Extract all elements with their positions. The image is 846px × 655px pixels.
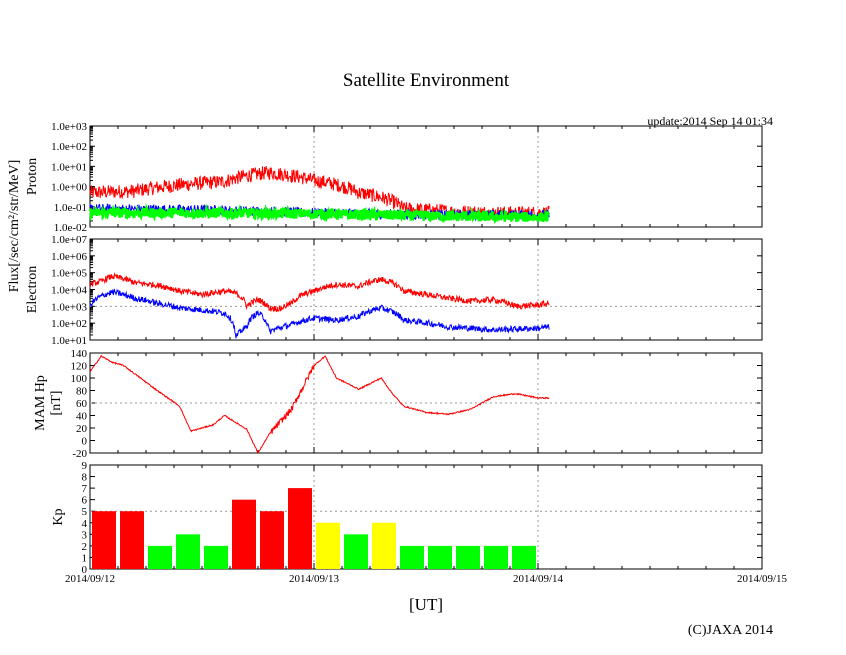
flux-axis-label: Flux[/sec/cm²/str/MeV]	[7, 160, 22, 293]
y-tick-label-kp: 1	[82, 552, 88, 564]
kp-bar	[148, 545, 172, 569]
y-tick-label-hp: 80	[76, 386, 88, 398]
y-tick-label-hp: 140	[71, 348, 88, 360]
y-tick-label-kp: 7	[82, 483, 88, 495]
y-tick-label-kp: 5	[82, 506, 88, 518]
y-tick-label-kp: 9	[82, 460, 88, 472]
y-tick-label-proton: 1.0e+00	[51, 182, 87, 194]
y-tick-label-proton: 1.0e-02	[54, 222, 87, 234]
y-tick-label-hp: 20	[76, 423, 88, 435]
kp-bar	[92, 511, 116, 569]
kp-bar	[484, 545, 508, 569]
y-tick-label-proton: 1.0e-01	[54, 202, 87, 214]
kp-bar	[512, 545, 536, 569]
y-tick-label-electron: 1.0e+02	[51, 318, 87, 330]
y-tick-label-hp: 40	[76, 411, 88, 423]
x-tick-label: 2014/09/12	[65, 573, 115, 585]
series-line-proton	[89, 203, 551, 224]
y-tick-label-kp: 6	[82, 495, 88, 507]
kp-bar	[232, 499, 256, 569]
kp-bar	[316, 522, 340, 569]
y-axis-label-kp: Kp	[51, 508, 66, 525]
y-tick-label-proton: 1.0e+02	[51, 141, 87, 153]
x-tick-label: 2014/09/15	[737, 573, 788, 585]
y-tick-label-electron: 1.0e+06	[51, 251, 87, 263]
y-tick-label-kp: 0	[82, 564, 88, 576]
series-line-electron	[89, 272, 550, 313]
series-line-hp	[89, 354, 550, 455]
kp-bar	[344, 534, 368, 569]
y-tick-label-hp: 60	[76, 398, 88, 410]
y-tick-label-hp: -20	[72, 448, 87, 460]
y-tick-label-proton: 1.0e+03	[51, 121, 87, 133]
x-tick-label: 2014/09/14	[513, 573, 564, 585]
kp-bar	[260, 511, 284, 569]
kp-bar	[372, 522, 396, 569]
chart-title: Satellite Environment	[343, 70, 510, 91]
y-tick-label-kp: 3	[82, 529, 88, 541]
y-tick-label-electron: 1.0e+05	[51, 268, 87, 280]
y-tick-label-kp: 8	[82, 472, 88, 484]
y-axis-label-proton: Proton	[25, 158, 40, 195]
kp-bar	[288, 488, 312, 569]
series-line-electron	[89, 288, 550, 339]
y-tick-label-proton: 1.0e+01	[51, 161, 87, 173]
y-tick-label-electron: 1.0e+07	[51, 234, 87, 246]
y-tick-label-electron: 1.0e+01	[51, 335, 87, 347]
y-tick-label-hp: 120	[71, 361, 88, 373]
kp-bar	[204, 545, 228, 569]
kp-bar	[120, 511, 144, 569]
panels-group: 1.0e-02 1.0e-01 1.0e+00 1.0e+01 1.0e+02 1.0e+…	[25, 121, 788, 585]
y-tick-label-electron: 1.0e+04	[51, 285, 87, 297]
kp-bar	[176, 534, 200, 569]
copyright: (C)JAXA 2014	[688, 623, 773, 638]
x-tick-label: 2014/09/13	[289, 573, 340, 585]
kp-bar	[428, 545, 452, 569]
update-timestamp: update:2014 Sep 14 01:34	[647, 114, 773, 128]
y-tick-label-electron: 1.0e+03	[51, 301, 87, 313]
y-tick-label-hp: 100	[71, 373, 88, 385]
y-tick-label-kp: 4	[82, 518, 88, 530]
x-axis-label: [UT]	[409, 595, 443, 614]
y-axis-unit-hp: [nT]	[49, 391, 64, 416]
kp-bar	[456, 545, 480, 569]
y-axis-label-electron: Electron	[25, 266, 40, 313]
kp-bar	[400, 545, 424, 569]
y-tick-label-hp: 0	[82, 436, 88, 448]
y-axis-label-hp: MAM Hp	[33, 375, 48, 431]
y-tick-label-kp: 2	[82, 541, 88, 553]
